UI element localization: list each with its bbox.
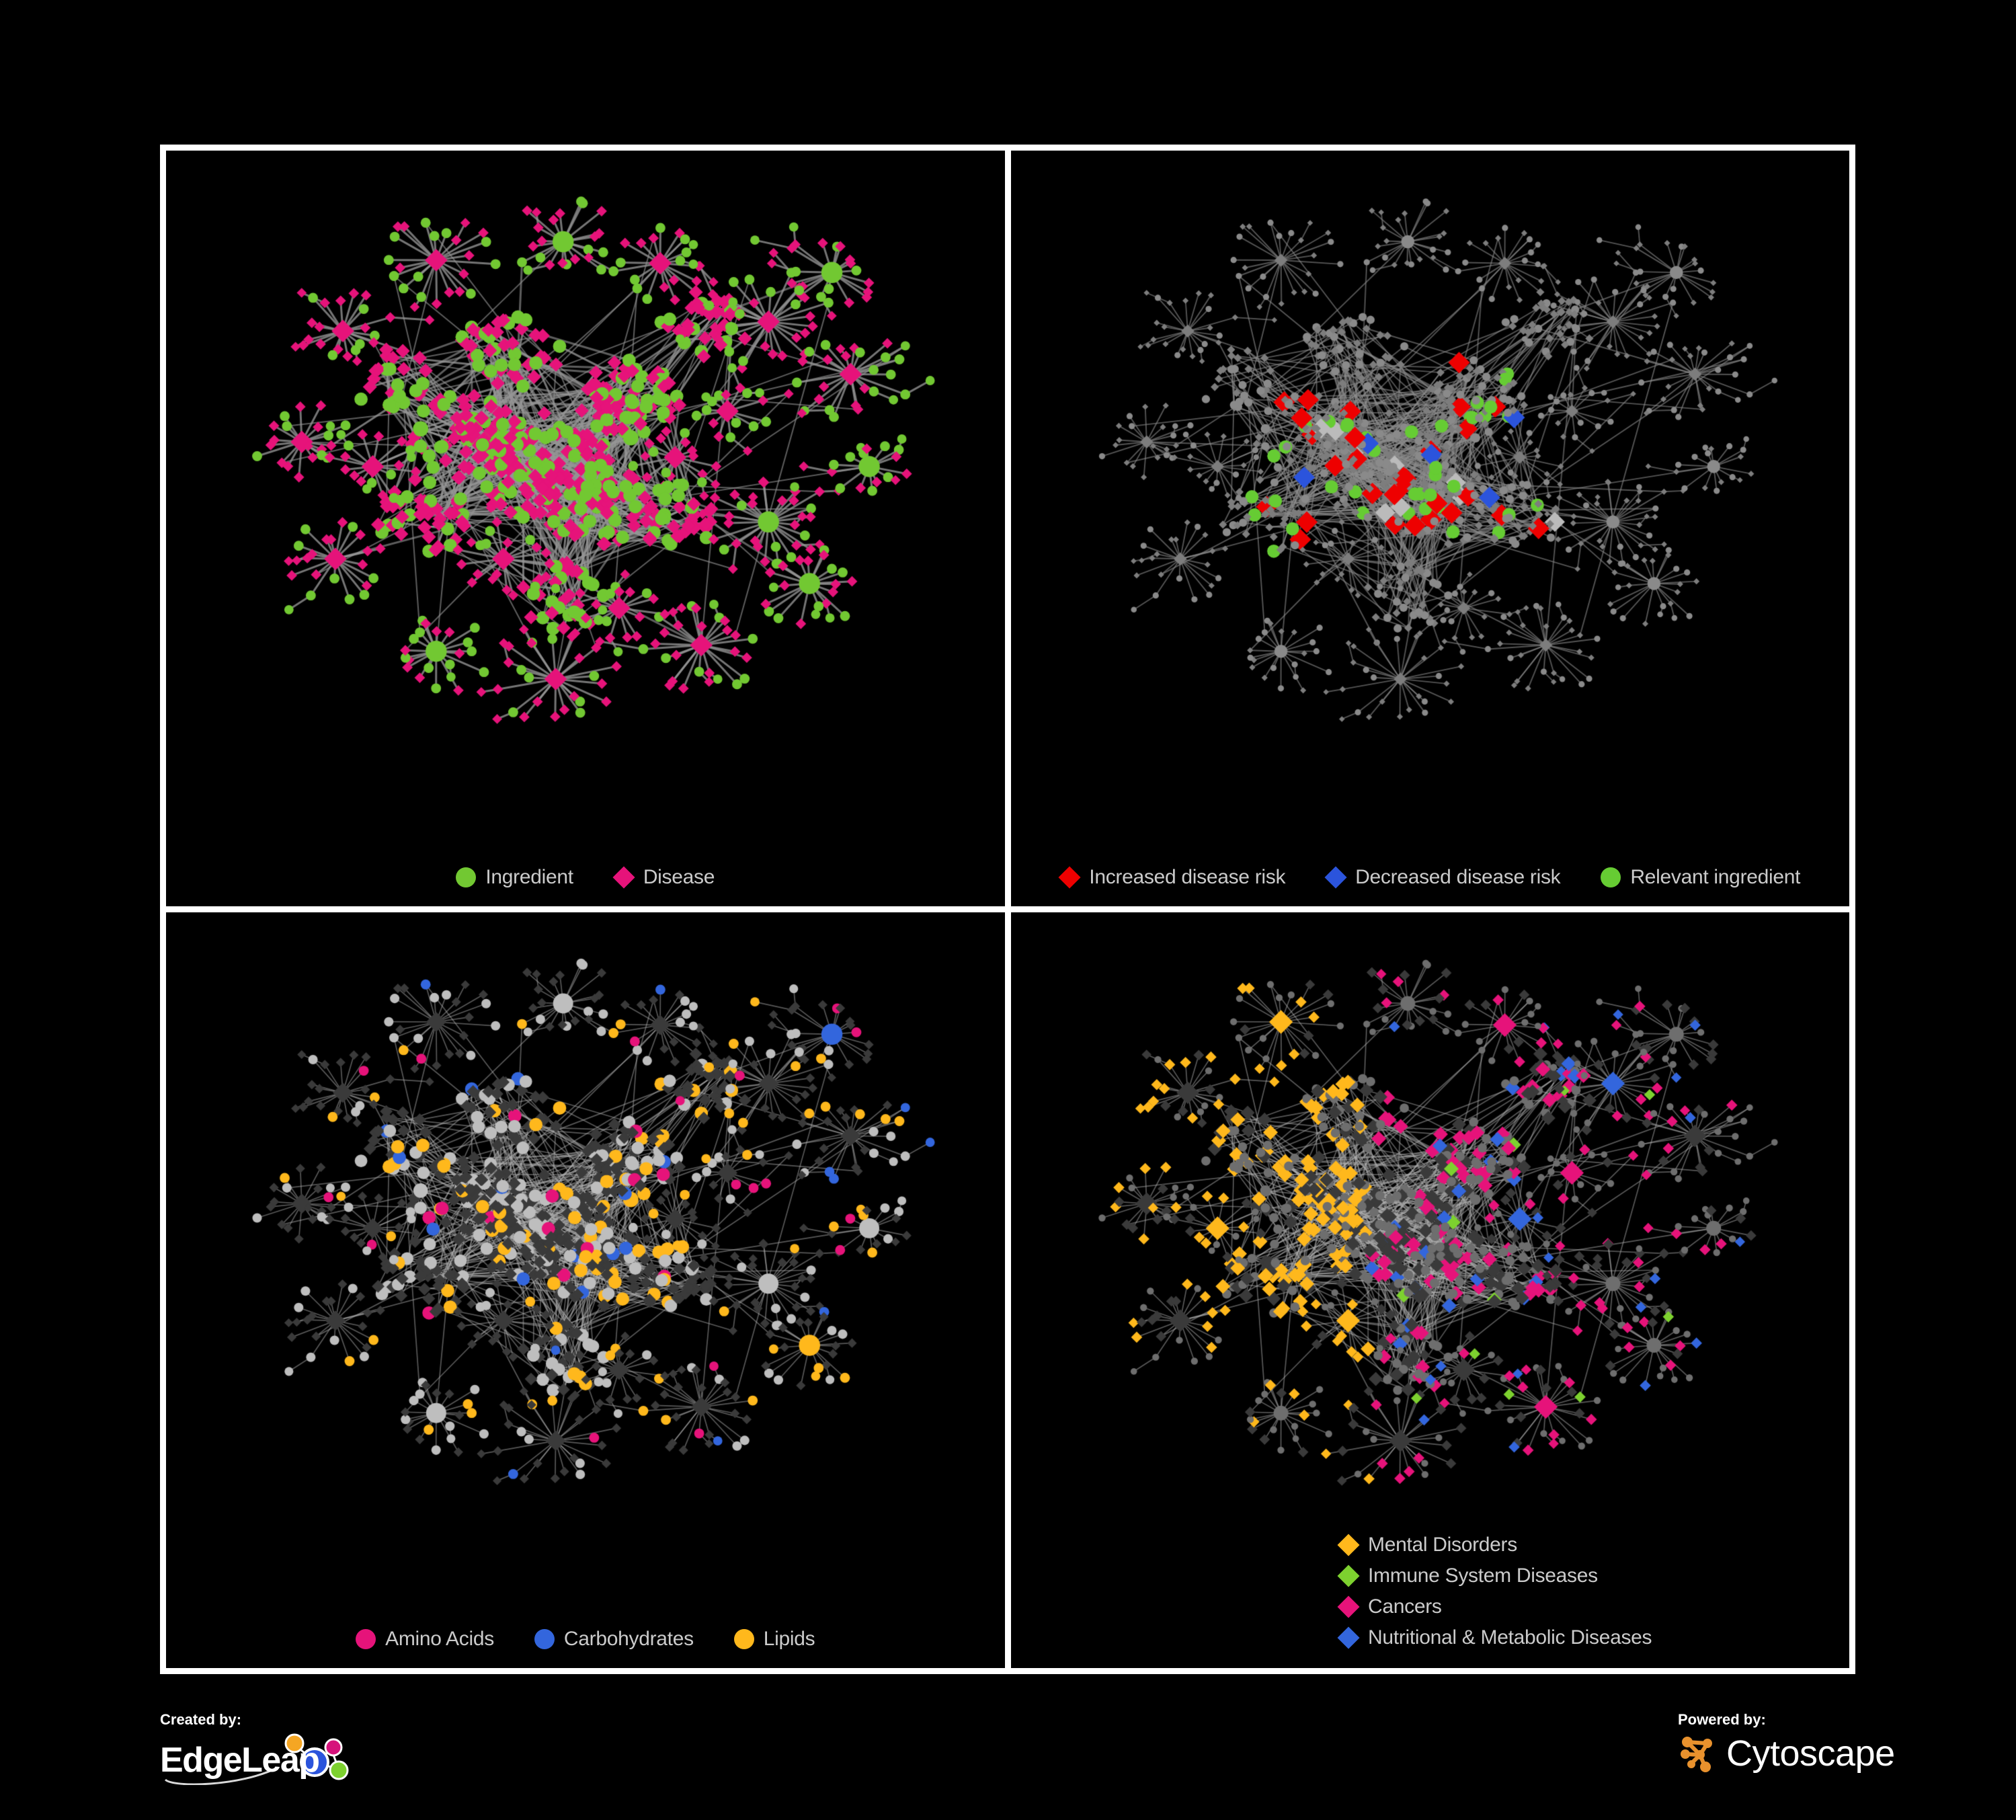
nutritional-metabolic-diseases-diamond-icon xyxy=(1337,1626,1360,1649)
mental-disorders-diamond-icon xyxy=(1337,1534,1360,1556)
cancers-diamond-icon xyxy=(1337,1595,1360,1618)
edgeleap-node-green-icon xyxy=(329,1760,349,1780)
legend-label-increased-risk: Increased disease risk xyxy=(1089,866,1286,888)
cytoscape-logo-row: Cytoscape xyxy=(1678,1733,1895,1774)
cytoscape-wordmark: Cytoscape xyxy=(1726,1733,1895,1774)
legend-item-immune-system-diseases[interactable]: Immune System Diseases xyxy=(1337,1565,1607,1587)
cytoscape-branding: Powered by: Cytoscape xyxy=(1678,1711,1895,1774)
legend-label-ingredient: Ingredient xyxy=(485,866,573,888)
edgeleap-branding: Created by: EdgeLeap xyxy=(160,1711,362,1785)
legend-label-amino-acids: Amino Acids xyxy=(385,1628,494,1650)
legend-item-increased-risk[interactable]: Increased disease risk xyxy=(1058,866,1286,889)
decreased-risk-diamond-icon xyxy=(1324,866,1347,889)
legend-ingredient-classes: Amino Acids Carbohydrates Lipids xyxy=(166,1628,1005,1651)
legend-label-immune-system-diseases: Immune System Diseases xyxy=(1368,1565,1598,1587)
legend-label-nutritional-metabolic-diseases: Nutritional & Metabolic Diseases xyxy=(1368,1626,1652,1649)
network-canvas-ingredient-classes[interactable] xyxy=(166,912,1005,1668)
network-canvas-disease-categories[interactable] xyxy=(1010,912,1849,1668)
legend-item-mental-disorders[interactable]: Mental Disorders xyxy=(1337,1534,1607,1556)
legend-label-decreased-risk: Decreased disease risk xyxy=(1355,866,1561,888)
edgeleap-node-pink-icon xyxy=(324,1738,343,1757)
relevant-ingredient-circle-icon xyxy=(1601,867,1621,887)
panel-disease-risk[interactable]: Increased disease risk Decreased disease… xyxy=(1010,151,1850,906)
lipids-circle-icon xyxy=(733,1629,754,1649)
created-by-label: Created by: xyxy=(160,1711,242,1728)
panel-ingredient-classes[interactable]: Amino Acids Carbohydrates Lipids xyxy=(166,912,1005,1668)
panel-grid: Ingredient Disease Increased disease ris… xyxy=(160,145,1855,1674)
legend-label-relevant-ingredient: Relevant ingredient xyxy=(1630,866,1801,888)
legend-item-amino-acids[interactable]: Amino Acids xyxy=(356,1628,494,1651)
legend-label-cancers: Cancers xyxy=(1368,1595,1442,1618)
network-canvas-ingredient-disease[interactable] xyxy=(166,151,1005,906)
edgeleap-logo-graphic: EdgeLeap xyxy=(160,1733,349,1785)
legend-ingredient-disease: Ingredient Disease xyxy=(166,866,1005,889)
edgeleap-node-blue-icon xyxy=(300,1747,329,1777)
amino-acids-circle-icon xyxy=(356,1629,376,1649)
legend-disease-risk: Increased disease risk Decreased disease… xyxy=(1011,866,1850,889)
legend-item-nutritional-metabolic-diseases[interactable]: Nutritional & Metabolic Diseases xyxy=(1337,1626,1652,1649)
edgeleap-logo-row: EdgeLeap xyxy=(160,1733,362,1785)
panel-ingredient-disease[interactable]: Ingredient Disease xyxy=(166,151,1005,906)
legend-item-cancers[interactable]: Cancers xyxy=(1337,1595,1607,1618)
legend-label-lipids: Lipids xyxy=(763,1628,815,1650)
legend-item-ingredient[interactable]: Ingredient xyxy=(456,866,573,889)
cytoscape-logo-icon xyxy=(1681,1737,1712,1772)
legend-disease-categories: Mental Disorders Immune System Diseases … xyxy=(1238,1530,1849,1653)
legend-item-decreased-risk[interactable]: Decreased disease risk xyxy=(1324,866,1561,889)
panel-disease-categories[interactable]: Mental Disorders Immune System Diseases … xyxy=(1010,912,1849,1668)
legend-item-carbohydrates[interactable]: Carbohydrates xyxy=(534,1628,694,1651)
legend-label-mental-disorders: Mental Disorders xyxy=(1368,1534,1517,1556)
carbohydrates-circle-icon xyxy=(534,1629,555,1649)
edgeleap-node-orange-icon xyxy=(284,1733,305,1753)
legend-label-carbohydrates: Carbohydrates xyxy=(563,1628,694,1650)
immune-system-diseases-diamond-icon xyxy=(1337,1565,1360,1587)
legend-item-disease[interactable]: Disease xyxy=(612,866,715,889)
disease-diamond-icon xyxy=(612,866,635,889)
network-canvas-disease-risk[interactable] xyxy=(1010,151,1849,906)
increased-risk-diamond-icon xyxy=(1058,866,1081,889)
legend-item-relevant-ingredient[interactable]: Relevant ingredient xyxy=(1601,866,1801,889)
powered-by-label: Powered by: xyxy=(1678,1711,1766,1728)
ingredient-circle-icon xyxy=(456,867,477,887)
legend-item-lipids[interactable]: Lipids xyxy=(733,1628,815,1651)
legend-label-disease: Disease xyxy=(643,866,715,888)
edgeleap-wordmark: EdgeLeap xyxy=(160,1741,319,1780)
